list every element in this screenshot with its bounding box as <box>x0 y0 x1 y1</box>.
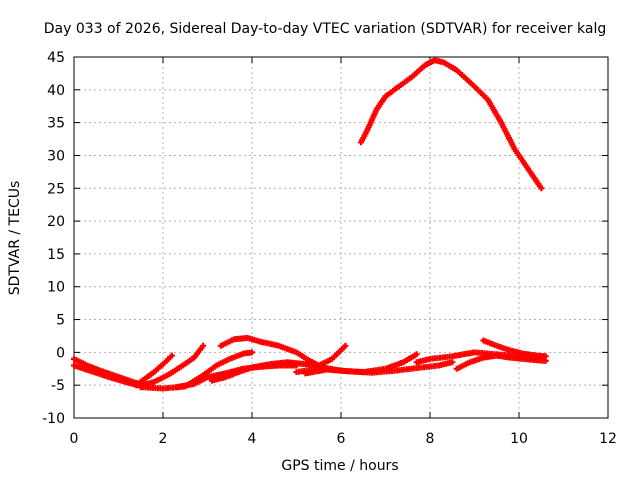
y-tick-label: 45 <box>47 50 65 66</box>
data-point <box>542 353 549 360</box>
data-point <box>168 352 175 359</box>
axis-ticks: 0 2 4 6 8 10 12 -10 -5 0 5 10 15 20 25 30 35 40 45 <box>42 50 617 447</box>
series-arc-13 <box>358 57 545 192</box>
y-tick-label: -5 <box>51 378 65 394</box>
x-tick-label: 12 <box>599 431 617 447</box>
x-tick-label: 0 <box>70 431 79 447</box>
y-tick-label: 0 <box>56 345 65 361</box>
data-point <box>200 342 207 349</box>
y-tick-label: 10 <box>47 280 65 296</box>
y-tick-label: 20 <box>47 214 65 230</box>
series-arc-12 <box>480 337 549 360</box>
data-point <box>538 185 545 192</box>
y-tick-label: 5 <box>56 313 65 329</box>
y-tick-label: 40 <box>47 83 65 99</box>
x-tick-label: 8 <box>426 431 435 447</box>
y-tick-label: -10 <box>42 411 65 427</box>
grid <box>74 57 608 418</box>
y-tick-label: 15 <box>47 247 65 263</box>
data-point <box>413 351 420 358</box>
chart-title: Day 033 of 2026, Sidereal Day-to-day VTE… <box>44 21 606 37</box>
series-arc-9 <box>302 359 456 377</box>
y-tick-label: 35 <box>47 116 65 132</box>
data-series <box>71 57 549 392</box>
data-point <box>449 359 456 366</box>
y-tick-label: 25 <box>47 181 65 197</box>
x-tick-label: 10 <box>510 431 528 447</box>
x-axis-label: GPS time / hours <box>281 458 398 474</box>
series-arc-2 <box>133 352 175 389</box>
x-tick-label: 4 <box>248 431 257 447</box>
data-point <box>342 342 349 349</box>
x-tick-label: 6 <box>337 431 346 447</box>
x-tick-label: 2 <box>159 431 168 447</box>
series-arc-6 <box>209 342 349 384</box>
data-point <box>249 349 255 356</box>
y-tick-label: 30 <box>47 148 65 164</box>
y-axis-label: SDTVAR / TECUs <box>7 181 23 296</box>
series-arc-11 <box>453 352 549 372</box>
series-arc-5 <box>173 362 300 391</box>
